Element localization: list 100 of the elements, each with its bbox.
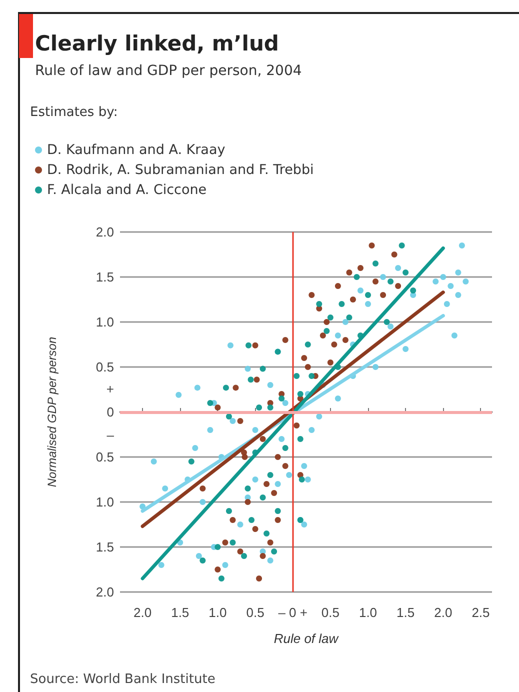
legend-title: Estimates by:: [30, 105, 118, 120]
point: [267, 404, 274, 410]
point: [380, 292, 386, 298]
point: [278, 396, 285, 402]
point: [331, 342, 338, 348]
point: [246, 342, 252, 348]
point: [350, 296, 356, 302]
point: [274, 508, 281, 514]
point: [222, 540, 228, 546]
point: [214, 544, 221, 550]
point: [342, 337, 348, 343]
point: [260, 366, 266, 372]
point: [274, 454, 281, 460]
point: [338, 301, 345, 307]
point: [237, 548, 244, 554]
point: [301, 355, 308, 361]
point: [230, 517, 236, 523]
point: [298, 476, 305, 482]
legend-label: D. Rodrik, A. Subramanian and F. Trebbi: [47, 162, 314, 178]
point: [267, 472, 274, 478]
chart-subtitle: Rule of law and GDP per person, 2004: [35, 63, 302, 79]
point: [410, 288, 416, 294]
point: [316, 301, 322, 307]
point: [256, 576, 262, 582]
point: [252, 342, 258, 348]
x-axis-title: Rule of law: [274, 631, 340, 646]
point: [218, 576, 224, 582]
point: [260, 494, 266, 500]
point: [297, 436, 304, 442]
point: [320, 332, 326, 338]
y-tick-label: 2.0: [96, 584, 114, 600]
x-tick-label: 2.0: [434, 605, 452, 620]
point: [304, 364, 311, 370]
point: [274, 517, 281, 523]
point: [271, 490, 278, 496]
point: [402, 270, 409, 276]
point: [324, 319, 330, 325]
point: [260, 553, 266, 559]
point: [207, 400, 214, 406]
point: [354, 274, 360, 280]
chart-title: Clearly linked, m’lud: [35, 32, 279, 56]
point: [304, 342, 311, 348]
point: [398, 242, 405, 248]
y-tick-label: 0.5: [96, 360, 114, 374]
point: [230, 540, 236, 546]
point: [214, 566, 221, 572]
point: [260, 436, 266, 442]
point: [282, 463, 288, 469]
point: [368, 242, 375, 248]
point: [264, 530, 270, 536]
point: [200, 558, 206, 564]
x-tick-label: 2.0: [134, 605, 152, 620]
y-tick-label: 1.0: [96, 494, 114, 510]
point: [237, 418, 244, 424]
point: [308, 292, 315, 298]
x-tick-label: 0.5: [321, 605, 340, 620]
legend-label: F. Alcala and A. Ciccone: [47, 182, 207, 198]
point: [297, 391, 304, 397]
point: [264, 481, 270, 487]
point: [365, 292, 371, 298]
y-axis-title: Normalised GDP per person: [45, 336, 59, 488]
point: [388, 278, 394, 284]
point: [226, 508, 232, 514]
point: [271, 548, 278, 554]
x-tick-label: 1.0: [358, 605, 378, 620]
point: [346, 270, 352, 276]
point: [346, 314, 352, 320]
point: [214, 404, 221, 410]
point: [327, 360, 334, 366]
point: [241, 553, 247, 559]
y-tick-label: 1.5: [96, 540, 114, 554]
point: [248, 517, 255, 523]
point: [248, 376, 254, 383]
point: [324, 328, 330, 334]
point: [282, 337, 288, 343]
point: [357, 265, 364, 271]
point: [226, 414, 232, 420]
point: [308, 373, 315, 379]
point: [391, 252, 398, 258]
point: [241, 450, 247, 456]
point: [334, 283, 341, 289]
point: [188, 458, 194, 464]
point: [254, 376, 260, 383]
legend-label: D. Kaufmann and A. Kraay: [47, 142, 226, 158]
x-tick-label: 0.5: [246, 605, 264, 620]
point: [267, 540, 274, 546]
point: [200, 486, 206, 492]
x-tick-label: 1.5: [171, 605, 190, 620]
point: [244, 499, 251, 505]
source-note: Source: World Bank Institute: [30, 672, 216, 687]
point: [372, 278, 379, 284]
point: [256, 404, 262, 410]
point: [222, 384, 229, 391]
point: [252, 526, 258, 532]
x-tick-label: 2.5: [472, 605, 490, 620]
y-tick-label: 2.0: [96, 224, 114, 240]
y-tick-label: 1.0: [96, 314, 114, 330]
point: [372, 260, 379, 266]
point: [294, 422, 300, 428]
point: [395, 283, 402, 289]
